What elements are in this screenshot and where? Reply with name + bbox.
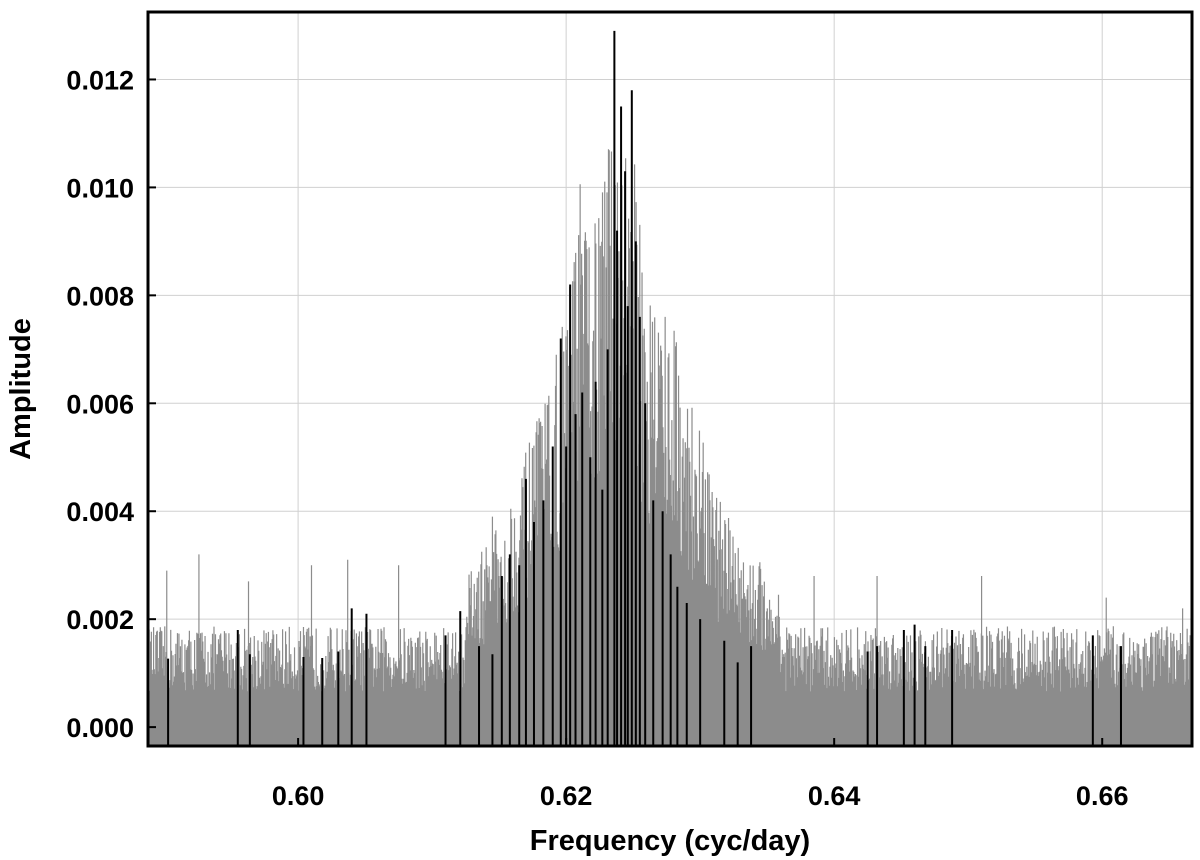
x-tick-label: 0.62 [540, 781, 593, 811]
y-tick-label: 0.004 [66, 497, 134, 527]
y-tick-label: 0.012 [66, 65, 134, 95]
y-axis: 0.000 0.002 0.004 0.006 0.008 0.010 0.012 [66, 65, 156, 743]
plot-frame [146, 10, 1194, 748]
y-tick-label: 0.008 [66, 281, 134, 311]
y-tick-label: 0.000 [66, 713, 134, 743]
x-tick-label: 0.60 [272, 781, 325, 811]
x-axis-title: Frequency (cyc/day) [530, 825, 810, 857]
x-axis: 0.60 0.62 0.64 0.66 [272, 738, 1129, 811]
y-tick-label: 0.010 [66, 173, 134, 203]
y-tick-label: 0.002 [66, 605, 134, 635]
x-tick-label: 0.64 [808, 781, 861, 811]
black-spike-series [167, 30, 1122, 746]
y-tick-label: 0.006 [66, 389, 134, 419]
y-axis-title: Amplitude [5, 318, 37, 460]
x-tick-label: 0.66 [1076, 781, 1129, 811]
